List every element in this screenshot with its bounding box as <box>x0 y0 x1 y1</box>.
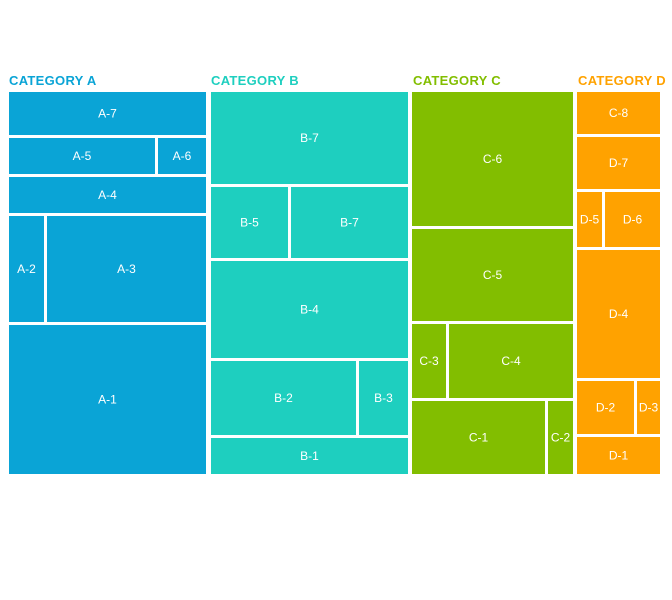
treemap-tile-c-5[interactable] <box>412 229 573 321</box>
tile-label-a-4: A-4 <box>98 188 117 202</box>
tile-label-b-4: B-4 <box>300 303 319 317</box>
treemap-tile-a-5[interactable] <box>9 138 155 174</box>
treemap-tile-b-5[interactable] <box>211 187 288 258</box>
treemap-tile-d-5[interactable] <box>577 192 602 247</box>
treemap-tile-b-7[interactable] <box>211 92 408 184</box>
category-group-category-d: CATEGORY D C-8 D-7 D-5 D-6 D-4 D-2 D-3 D-1 <box>577 73 666 474</box>
tile-label-c-3: C-3 <box>419 354 439 368</box>
treemap-tile-b-2[interactable] <box>211 361 356 435</box>
tile-label-a-2: A-2 <box>17 262 36 276</box>
treemap-tile-c-4[interactable] <box>449 324 573 398</box>
category-title-category-c: CATEGORY C <box>413 73 501 88</box>
tile-label-c-8: C-8 <box>609 106 629 120</box>
treemap-tile-a-2[interactable] <box>9 216 44 322</box>
tile-label-a-7: A-7 <box>98 107 117 121</box>
category-title-category-b: CATEGORY B <box>211 73 299 88</box>
tile-label-c-5: C-5 <box>483 268 503 282</box>
treemap-tile-b-4[interactable] <box>211 261 408 358</box>
treemap-tile-a-1[interactable] <box>9 325 206 474</box>
treemap-tile-b-1[interactable] <box>211 438 408 474</box>
tile-label-b-1: B-1 <box>300 449 319 463</box>
category-group-category-a: CATEGORY A A-7 A-5 A-6 A-4 A-2 A-3 A-1 <box>9 73 206 474</box>
category-title-category-a: CATEGORY A <box>9 73 97 88</box>
tile-label-c-2: C-2 <box>551 431 571 445</box>
treemap-tile-a-6[interactable] <box>158 138 206 174</box>
tile-label-a-6: A-6 <box>173 149 192 163</box>
treemap-tile-d-3[interactable] <box>637 381 660 434</box>
tile-label-c-1: C-1 <box>469 431 489 445</box>
treemap-tile-a-4[interactable] <box>9 177 206 213</box>
tile-label-d-1: D-1 <box>609 449 629 463</box>
category-title-category-d: CATEGORY D <box>578 73 666 88</box>
treemap-tile-d-4[interactable] <box>577 250 660 378</box>
category-group-category-b: CATEGORY B B-7 B-5 B-7 B-4 B-2 B-3 B-1 <box>211 73 408 474</box>
tile-label-d-3: D-3 <box>639 401 659 415</box>
category-group-category-c: CATEGORY C C-6 C-5 C-3 C-4 C-1 C-2 <box>412 73 573 474</box>
treemap-tile-c-8[interactable] <box>577 92 660 134</box>
tile-label-d-4: D-4 <box>609 307 629 321</box>
tile-label-c-6: C-6 <box>483 152 503 166</box>
tile-label-b-7: B-7 <box>300 131 319 145</box>
treemap-tile-a-3[interactable] <box>47 216 206 322</box>
treemap-tile-c-3[interactable] <box>412 324 446 398</box>
tile-label-b-5: B-5 <box>240 216 259 230</box>
treemap-tile-a-7[interactable] <box>9 92 206 135</box>
treemap-tile-b-3[interactable] <box>359 361 408 435</box>
treemap-tile-d-1[interactable] <box>577 437 660 474</box>
tile-label-b-2: B-2 <box>274 391 293 405</box>
tile-label-c-4: C-4 <box>501 354 521 368</box>
tile-label-b-3: B-3 <box>374 391 393 405</box>
treemap-tile-b-7[interactable] <box>291 187 408 258</box>
tile-label-b-7: B-7 <box>340 216 359 230</box>
tile-label-a-3: A-3 <box>117 262 136 276</box>
tile-label-d-7: D-7 <box>609 156 629 170</box>
treemap-tile-d-6[interactable] <box>605 192 660 247</box>
tile-label-d-2: D-2 <box>596 401 616 415</box>
treemap-tile-c-6[interactable] <box>412 92 573 226</box>
tile-label-d-6: D-6 <box>623 213 643 227</box>
treemap-tile-c-1[interactable] <box>412 401 545 474</box>
treemap-tile-d-2[interactable] <box>577 381 634 434</box>
tile-label-d-5: D-5 <box>580 213 600 227</box>
treemap-tile-d-7[interactable] <box>577 137 660 189</box>
tile-label-a-5: A-5 <box>73 149 92 163</box>
treemap-tile-c-2[interactable] <box>548 401 573 474</box>
tile-label-a-1: A-1 <box>98 393 117 407</box>
